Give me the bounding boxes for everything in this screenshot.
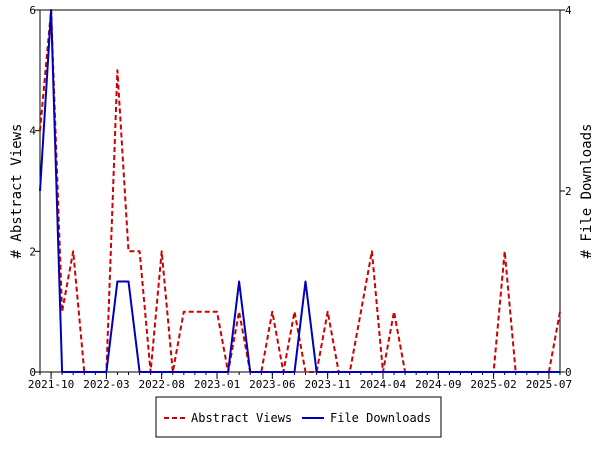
- y-left-tick-label: 6: [29, 4, 36, 17]
- x-tick-label: 2021-10: [28, 378, 74, 391]
- x-tick-label: 2022-03: [83, 378, 129, 391]
- legend: Abstract Views File Downloads: [155, 396, 442, 438]
- legend-label-file-downloads: File Downloads: [330, 411, 431, 425]
- legend-box: [155, 396, 442, 438]
- x-tick-label: 2022-08: [139, 378, 185, 391]
- y-left-tick-label: 0: [29, 366, 36, 379]
- y-left-tick-label: 4: [29, 125, 36, 138]
- right-axis-title: # File Downloads: [579, 124, 595, 259]
- y-right-tick-label: 2: [565, 185, 572, 198]
- x-tick-label: 2025-02: [470, 378, 516, 391]
- x-tick-label: 2023-01: [194, 378, 240, 391]
- x-tick-label: 2025-07: [526, 378, 572, 391]
- x-tick-label: 2024-04: [360, 378, 407, 391]
- left-axis-title: # Abstract Views: [9, 124, 25, 259]
- y-right-tick-label: 0: [565, 366, 572, 379]
- y-left-tick-label: 2: [29, 245, 36, 258]
- series-layer: [39, 9, 561, 373]
- x-tick-label: 2023-06: [249, 378, 295, 391]
- tick-labels: 2021-10 2022-03 2022-08 2023-01 2023-06 2023-…: [28, 4, 572, 391]
- series-line-file-downloads: [39, 9, 560, 373]
- legend-label-abstract-views: Abstract Views: [191, 411, 292, 425]
- plot-area: [39, 9, 561, 373]
- x-tick-label: 2023-11: [304, 378, 350, 391]
- x-tick-label: 2024-09: [415, 378, 461, 391]
- y-right-tick-label: 4: [565, 4, 572, 17]
